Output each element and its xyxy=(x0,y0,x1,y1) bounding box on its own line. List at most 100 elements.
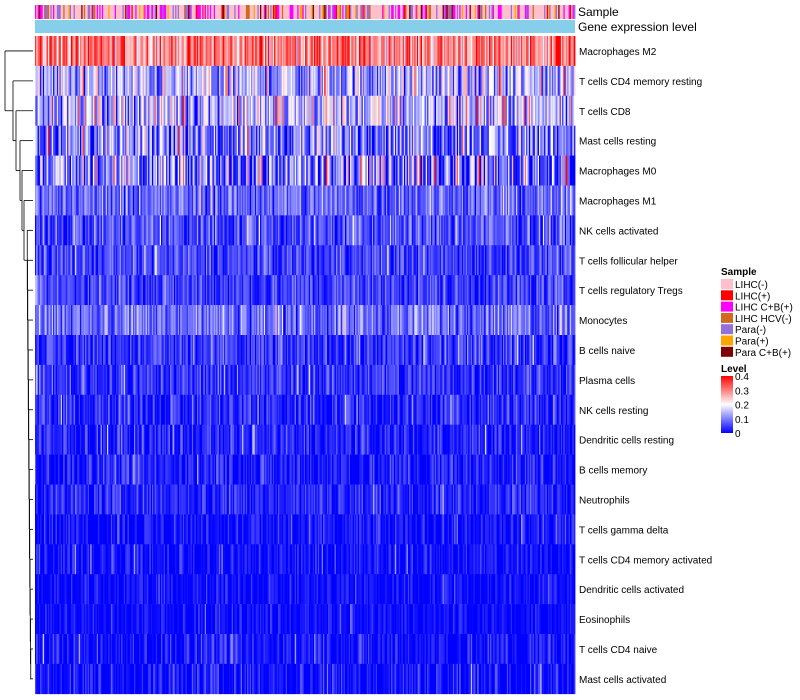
heatmap-cell xyxy=(422,245,424,276)
heatmap-cell xyxy=(355,36,357,67)
heatmap-cell xyxy=(222,275,225,306)
heatmap-cell xyxy=(121,155,123,186)
heatmap-cell xyxy=(564,245,567,276)
heatmap-cell xyxy=(191,245,194,276)
heatmap-cell xyxy=(47,335,50,366)
heatmap-cell xyxy=(162,95,164,126)
heatmap-cell xyxy=(509,275,512,306)
heatmap-cell xyxy=(348,215,351,246)
heatmap-cell xyxy=(302,95,305,126)
heatmap-cell xyxy=(303,65,306,97)
heatmap-cell xyxy=(522,65,524,97)
sample-annotation-cell xyxy=(357,5,360,19)
heatmap-cell xyxy=(99,155,101,186)
heatmap-cell xyxy=(280,275,283,306)
heatmap-cell xyxy=(186,185,189,216)
heatmap-cell xyxy=(104,215,107,246)
heatmap-cell xyxy=(233,215,235,246)
heatmap-cell xyxy=(451,155,454,186)
heatmap-cell xyxy=(467,95,469,126)
heatmap-cell xyxy=(361,185,364,216)
heatmap-cell xyxy=(404,305,406,336)
heatmap-cell xyxy=(198,125,200,156)
heatmap-cell xyxy=(492,245,495,276)
heatmap-cell xyxy=(323,185,325,216)
heatmap-cell xyxy=(301,275,303,306)
heatmap-cell xyxy=(254,36,257,67)
heatmap-cell xyxy=(486,185,488,216)
heatmap-cell xyxy=(411,36,414,67)
heatmap-cell xyxy=(99,95,101,126)
heatmap-cell xyxy=(224,245,226,276)
heatmap-cell xyxy=(307,36,310,67)
heatmap-cell xyxy=(135,245,137,276)
heatmap-cell xyxy=(454,185,456,216)
heatmap-cell xyxy=(137,275,140,306)
heatmap-cell xyxy=(308,305,311,336)
heatmap-cell xyxy=(393,185,396,216)
heatmap-cell xyxy=(328,215,330,246)
heatmap-cell xyxy=(176,36,179,67)
heatmap-cell xyxy=(524,185,527,216)
heatmap-cell xyxy=(251,155,253,186)
heatmap-cell xyxy=(416,125,419,156)
heatmap-cell xyxy=(329,245,332,276)
heatmap-cell xyxy=(256,155,258,186)
heatmap-cell xyxy=(481,245,483,276)
heatmap-cell xyxy=(355,275,357,306)
heatmap-cell xyxy=(36,305,38,336)
heatmap-cell xyxy=(212,65,215,97)
heatmap-cell xyxy=(190,125,193,156)
heatmap-cell xyxy=(242,335,244,366)
sample-annotation-cell xyxy=(560,5,563,19)
heatmap-cell xyxy=(284,275,287,306)
heatmap-cell xyxy=(550,95,553,126)
sample-annotation-cell xyxy=(242,5,244,19)
sample-annotation-cell xyxy=(159,5,162,19)
heatmap-cell xyxy=(497,185,500,216)
heatmap-cell xyxy=(370,245,373,276)
heatmap-cell xyxy=(60,185,63,216)
heatmap-cell xyxy=(541,155,544,186)
sample-annotation-cell xyxy=(359,5,361,19)
sample-annotation-cell xyxy=(164,5,167,19)
heatmap-cell xyxy=(478,215,481,246)
heatmap-cell xyxy=(551,275,554,306)
heatmap-cell xyxy=(161,215,163,246)
heatmap-cell xyxy=(83,275,86,306)
heatmap-cell xyxy=(144,185,146,216)
heatmap-cell xyxy=(278,36,280,67)
heatmap-cell xyxy=(422,155,424,186)
heatmap-cell xyxy=(172,125,175,156)
heatmap-cell xyxy=(314,36,316,67)
heatmap-cell xyxy=(166,185,168,216)
heatmap-cell xyxy=(460,125,463,156)
heatmap-cell xyxy=(171,36,173,67)
heatmap-cell xyxy=(460,36,463,67)
heatmap-cell xyxy=(64,125,67,156)
heatmap-cell xyxy=(537,245,540,276)
heatmap-cell xyxy=(402,65,405,97)
heatmap-cell xyxy=(442,125,445,156)
heatmap-cell xyxy=(526,215,528,246)
heatmap-cell xyxy=(252,245,254,276)
heatmap-cell xyxy=(344,185,347,216)
heatmap-cell xyxy=(128,95,131,126)
heatmap-cell xyxy=(49,245,51,276)
heatmap-cell xyxy=(513,305,515,336)
heatmap-cell xyxy=(130,95,132,126)
heatmap-cell xyxy=(350,305,352,336)
heatmap-cell xyxy=(267,185,270,216)
sample-annotation-cell xyxy=(546,5,549,19)
heatmap-cell xyxy=(419,245,422,276)
heatmap-cell xyxy=(216,185,218,216)
heatmap-cell xyxy=(172,215,175,246)
heatmap-cell xyxy=(258,215,261,246)
heatmap-cell xyxy=(74,65,77,97)
heatmap-cell xyxy=(499,305,501,336)
sample-annotation-cell xyxy=(260,5,262,19)
heatmap-cell xyxy=(186,155,189,186)
heatmap-cell xyxy=(317,305,320,336)
heatmap-cell xyxy=(209,215,212,246)
heatmap-cell xyxy=(321,65,324,97)
